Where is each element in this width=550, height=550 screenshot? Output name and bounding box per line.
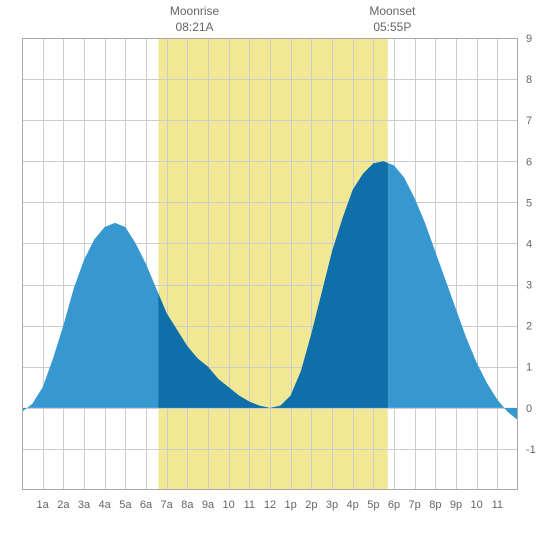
y-tick-label: 7 (526, 115, 532, 127)
x-tick-label: 3a (78, 499, 91, 511)
x-tick-label: 4a (99, 499, 112, 511)
x-tick-label: 1a (37, 499, 50, 511)
x-tick-label: 5a (119, 499, 132, 511)
y-tick-label: 0 (526, 403, 532, 415)
x-tick-label: 10 (471, 499, 483, 511)
x-tick-label: 9a (202, 499, 215, 511)
y-tick-label: 1 (526, 362, 532, 374)
tide-chart: 1a2a3a4a5a6a7a8a9a1011121p2p3p4p5p6p7p8p… (0, 0, 550, 550)
x-tick-label: 1p (285, 499, 297, 511)
x-tick-label: 11 (244, 499, 255, 511)
x-tick-label: 7a (161, 499, 174, 511)
x-tick-label: 5p (367, 499, 379, 511)
x-tick-label: 8a (181, 499, 194, 511)
y-tick-label: 4 (526, 238, 532, 250)
moonset-time: 05:55P (352, 20, 432, 36)
x-tick-label: 2a (57, 499, 70, 511)
x-tick-label: 11 (492, 499, 503, 511)
moonrise-label: Moonrise 08:21A (155, 4, 235, 35)
y-tick-label: 6 (526, 156, 532, 168)
moonset-title: Moonset (352, 4, 432, 20)
x-tick-label: 9p (450, 499, 462, 511)
y-tick-label: -1 (526, 444, 536, 456)
moonset-label: Moonset 05:55P (352, 4, 432, 35)
moonrise-time: 08:21A (155, 20, 235, 36)
x-tick-label: 7p (409, 499, 421, 511)
y-tick-label: 5 (526, 197, 532, 209)
moonrise-title: Moonrise (155, 4, 235, 20)
x-tick-label: 4p (347, 499, 359, 511)
x-tick-label: 6p (388, 499, 400, 511)
y-tick-label: 3 (526, 280, 532, 292)
x-tick-label: 3p (326, 499, 338, 511)
chart-svg: 1a2a3a4a5a6a7a8a9a1011121p2p3p4p5p6p7p8p… (0, 0, 550, 550)
x-tick-label: 2p (305, 499, 317, 511)
x-tick-label: 6a (140, 499, 153, 511)
x-tick-label: 10 (223, 499, 235, 511)
y-tick-label: 2 (526, 321, 532, 333)
y-tick-label: 9 (526, 33, 532, 45)
x-tick-label: 8p (429, 499, 441, 511)
y-tick-label: 8 (526, 74, 532, 86)
x-tick-label: 12 (264, 499, 276, 511)
